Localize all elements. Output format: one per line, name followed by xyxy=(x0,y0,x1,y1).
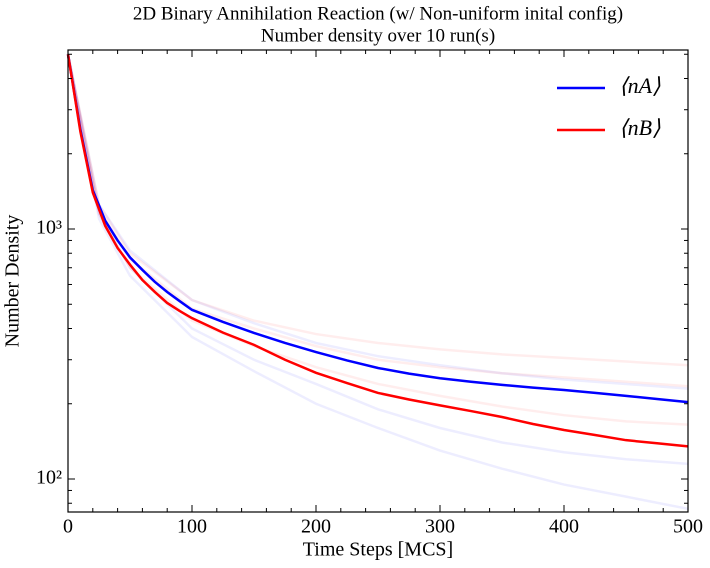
y-tick-label: 10² xyxy=(36,467,62,489)
legend-label: ⟨nB⟩ xyxy=(619,115,661,140)
x-tick-label: 100 xyxy=(177,516,207,538)
run-line xyxy=(66,54,689,388)
series-line xyxy=(66,54,689,404)
run-line xyxy=(66,54,689,367)
x-tick-label: 500 xyxy=(673,516,703,538)
run-line xyxy=(66,54,689,511)
run-line xyxy=(66,54,689,390)
y-axis-label: Number Density xyxy=(2,215,24,348)
chart-title: 2D Binary Annihilation Reaction (w/ Non-… xyxy=(133,3,623,24)
plot-frame xyxy=(67,49,689,513)
x-tick-label: 0 xyxy=(63,516,73,538)
legend-label: ⟨nA⟩ xyxy=(619,73,661,98)
x-tick-label: 200 xyxy=(301,516,331,538)
x-tick-label: 400 xyxy=(549,516,579,538)
y-tick-label: 10³ xyxy=(36,217,62,239)
chart-subtitle: Number density over 10 run(s) xyxy=(261,25,495,46)
series-line xyxy=(66,54,689,448)
x-axis-label: Time Steps [MCS] xyxy=(303,539,453,561)
x-tick-label: 300 xyxy=(425,516,455,538)
run-line xyxy=(66,54,689,466)
